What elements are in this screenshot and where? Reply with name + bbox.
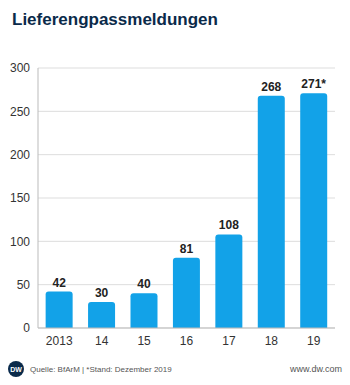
- svg-text:50: 50: [17, 278, 31, 292]
- svg-text:14: 14: [95, 334, 109, 348]
- svg-text:18: 18: [265, 334, 279, 348]
- svg-text:271*: 271*: [301, 77, 326, 91]
- svg-text:300: 300: [10, 61, 30, 75]
- html-text:Quelle: BfArM | *Stand: Dezemb: Quelle: BfArM | *Stand: Dezember 2019: [30, 364, 172, 374]
- svg-text:108: 108: [219, 218, 239, 232]
- svg-text:250: 250: [10, 105, 30, 119]
- html-text:Lieferengpassmeldungen: Lieferengpassmeldungen: [12, 10, 218, 29]
- svg-text:268: 268: [261, 80, 281, 94]
- svg-text:19: 19: [307, 334, 321, 348]
- svg-text:16: 16: [180, 334, 194, 348]
- svg-text:100: 100: [10, 235, 30, 249]
- svg-text:0: 0: [23, 321, 30, 335]
- svg-text:81: 81: [180, 242, 194, 256]
- svg-text:15: 15: [137, 334, 151, 348]
- svg-text:200: 200: [10, 148, 30, 162]
- html-text:DW: DW: [10, 365, 22, 373]
- html-text:www.dw.com: www.dw.com: [290, 364, 342, 374]
- svg-text:40: 40: [137, 277, 151, 291]
- svg-text:2013: 2013: [46, 334, 73, 348]
- svg-text:150: 150: [10, 191, 30, 205]
- svg-text:42: 42: [52, 276, 66, 290]
- svg-text:30: 30: [95, 286, 109, 300]
- svg-text:17: 17: [222, 334, 236, 348]
